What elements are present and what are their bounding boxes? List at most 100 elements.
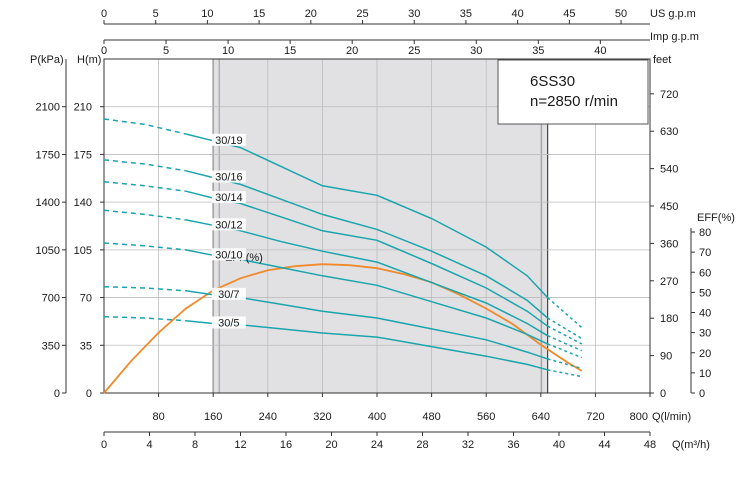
head-m-tick-label: 35 bbox=[80, 340, 92, 352]
model-speed: n=2850 r/min bbox=[530, 93, 618, 110]
us-gpm-unit: US g.p.m bbox=[650, 8, 696, 20]
eff-tick-label: 80 bbox=[699, 227, 711, 239]
q-lmin-tick-label: 560 bbox=[477, 411, 495, 423]
pump-curve-label-bg bbox=[211, 218, 246, 231]
head-m-tick-label: 105 bbox=[74, 245, 92, 257]
q-lmin-tick-label: 400 bbox=[368, 411, 386, 423]
q-lmin-tick-label: 800 bbox=[630, 411, 648, 423]
head-ft-tick-label: 540 bbox=[660, 164, 678, 176]
q-m3h-tick-label: 40 bbox=[553, 439, 565, 451]
pump-curve-label-bg bbox=[211, 133, 246, 146]
q-m3h-tick-label: 16 bbox=[280, 439, 292, 451]
imp-gpm-tick-label: 5 bbox=[163, 45, 169, 57]
head-ft-tick-label: 180 bbox=[660, 313, 678, 325]
imp-gpm-tick-label: 15 bbox=[284, 45, 296, 57]
pressure-tick-label: 0 bbox=[54, 388, 60, 400]
us-gpm-tick-label: 0 bbox=[101, 8, 107, 20]
q-lmin-tick-label: 320 bbox=[313, 411, 331, 423]
q-m3h-tick-label: 24 bbox=[371, 439, 383, 451]
head-ft-tick-label: 720 bbox=[660, 89, 678, 101]
pump-curve-label-bg bbox=[211, 248, 246, 261]
pump-curve-label: 30/10 bbox=[215, 249, 243, 261]
q-lmin-unit: Q(l/min) bbox=[652, 411, 691, 423]
head-m-tick-label: 175 bbox=[74, 149, 92, 161]
pump-curve-dashed-start bbox=[103, 118, 187, 135]
pump-curve-label: 30/14 bbox=[215, 192, 243, 204]
q-lmin-tick-label: 240 bbox=[259, 411, 277, 423]
q-lmin-tick-label: 80 bbox=[152, 411, 164, 423]
imp-gpm-tick-label: 25 bbox=[408, 45, 420, 57]
pump-curve-label: 30/19 bbox=[215, 135, 243, 147]
q-lmin-tick-label: 160 bbox=[204, 411, 222, 423]
eff-unit: EFF(%) bbox=[697, 212, 735, 224]
model-name: 6SS30 bbox=[530, 73, 575, 90]
pump-curve-dashed-start bbox=[103, 209, 186, 221]
q-m3h-tick-label: 8 bbox=[192, 439, 198, 451]
efficiency-curve bbox=[103, 263, 583, 394]
pressure-tick-label: 1400 bbox=[36, 197, 60, 209]
imp-gpm-tick-label: 0 bbox=[101, 45, 107, 57]
us-gpm-tick-label: 50 bbox=[615, 8, 627, 20]
pump-curve-dashed-end bbox=[547, 335, 583, 352]
q-lmin-tick-label: 720 bbox=[586, 411, 604, 423]
q-m3h-tick-label: 0 bbox=[101, 439, 107, 451]
pump-curve-dashed-end bbox=[547, 343, 583, 359]
pressure-tick-label: 1050 bbox=[36, 245, 60, 257]
pressure-tick-label: 700 bbox=[42, 293, 60, 305]
pump-curve-dashed-end bbox=[547, 369, 582, 378]
pump-curve-dashed-start bbox=[103, 285, 186, 292]
head-m-tick-label: 210 bbox=[74, 102, 92, 114]
head-m-tick-label: 0 bbox=[86, 388, 92, 400]
pump-curve-label-bg bbox=[211, 287, 246, 300]
us-gpm-tick-label: 45 bbox=[563, 8, 575, 20]
eff-tick-label: 70 bbox=[699, 247, 711, 259]
head-ft-tick-label: 90 bbox=[660, 351, 672, 363]
us-gpm-tick-label: 25 bbox=[356, 8, 368, 20]
pump-curve-dashed-start bbox=[103, 315, 186, 322]
imp-gpm-tick-label: 30 bbox=[470, 45, 482, 57]
head-m-tick-label: 70 bbox=[80, 293, 92, 305]
q-m3h-tick-label: 32 bbox=[462, 439, 474, 451]
pump-curve-dashed-start bbox=[103, 159, 187, 172]
pressure-tick-label: 1750 bbox=[36, 149, 60, 161]
pump-curve-label: 30/7 bbox=[218, 289, 239, 301]
q-m3h-tick-label: 48 bbox=[644, 439, 656, 451]
q-m3h-tick-label: 20 bbox=[325, 439, 337, 451]
eff-tick-label: 20 bbox=[699, 348, 711, 360]
eff-tick-label: 60 bbox=[699, 267, 711, 279]
head-ft-tick-label: 360 bbox=[660, 238, 678, 250]
imp-gpm-unit: Imp g.p.m bbox=[650, 31, 699, 43]
q-m3h-tick-label: 36 bbox=[507, 439, 519, 451]
imp-gpm-tick-label: 10 bbox=[222, 45, 234, 57]
pump-curve-label: 30/16 bbox=[215, 172, 243, 184]
head-ft-tick-label: 450 bbox=[660, 201, 678, 213]
head-ft-tick-label: 630 bbox=[660, 126, 678, 138]
pump-curve-dashed-end bbox=[547, 325, 583, 345]
pump-curve-label-bg bbox=[211, 170, 246, 183]
us-gpm-tick-label: 15 bbox=[253, 8, 265, 20]
eff-tick-label: 10 bbox=[699, 368, 711, 380]
q-lmin-tick-label: 480 bbox=[422, 411, 440, 423]
imp-gpm-tick-label: 35 bbox=[532, 45, 544, 57]
us-gpm-tick-label: 10 bbox=[201, 8, 213, 20]
q-m3h-tick-label: 12 bbox=[234, 439, 246, 451]
pump-curve-label-bg bbox=[211, 316, 246, 329]
imp-gpm-tick-label: 40 bbox=[594, 45, 606, 57]
eff-tick-label: 50 bbox=[699, 287, 711, 299]
pump-curve-dashed-end bbox=[547, 297, 583, 329]
model-box bbox=[497, 59, 649, 125]
q-m3h-tick-label: 44 bbox=[598, 439, 610, 451]
head-ft-tick-label: 0 bbox=[660, 388, 666, 400]
us-gpm-tick-label: 30 bbox=[408, 8, 420, 20]
head-ft-tick-label: 270 bbox=[660, 276, 678, 288]
head-m-unit: H(m) bbox=[77, 54, 101, 66]
pump-curve-dashed-start bbox=[103, 180, 186, 192]
q-m3h-unit: Q(m³/h) bbox=[672, 439, 710, 451]
pressure-unit: P(kPa) bbox=[30, 54, 64, 66]
eff-tick-label: 30 bbox=[699, 328, 711, 340]
us-gpm-tick-label: 20 bbox=[305, 8, 317, 20]
q-lmin-tick-label: 640 bbox=[532, 411, 550, 423]
pump-curve-label-bg bbox=[211, 191, 246, 204]
